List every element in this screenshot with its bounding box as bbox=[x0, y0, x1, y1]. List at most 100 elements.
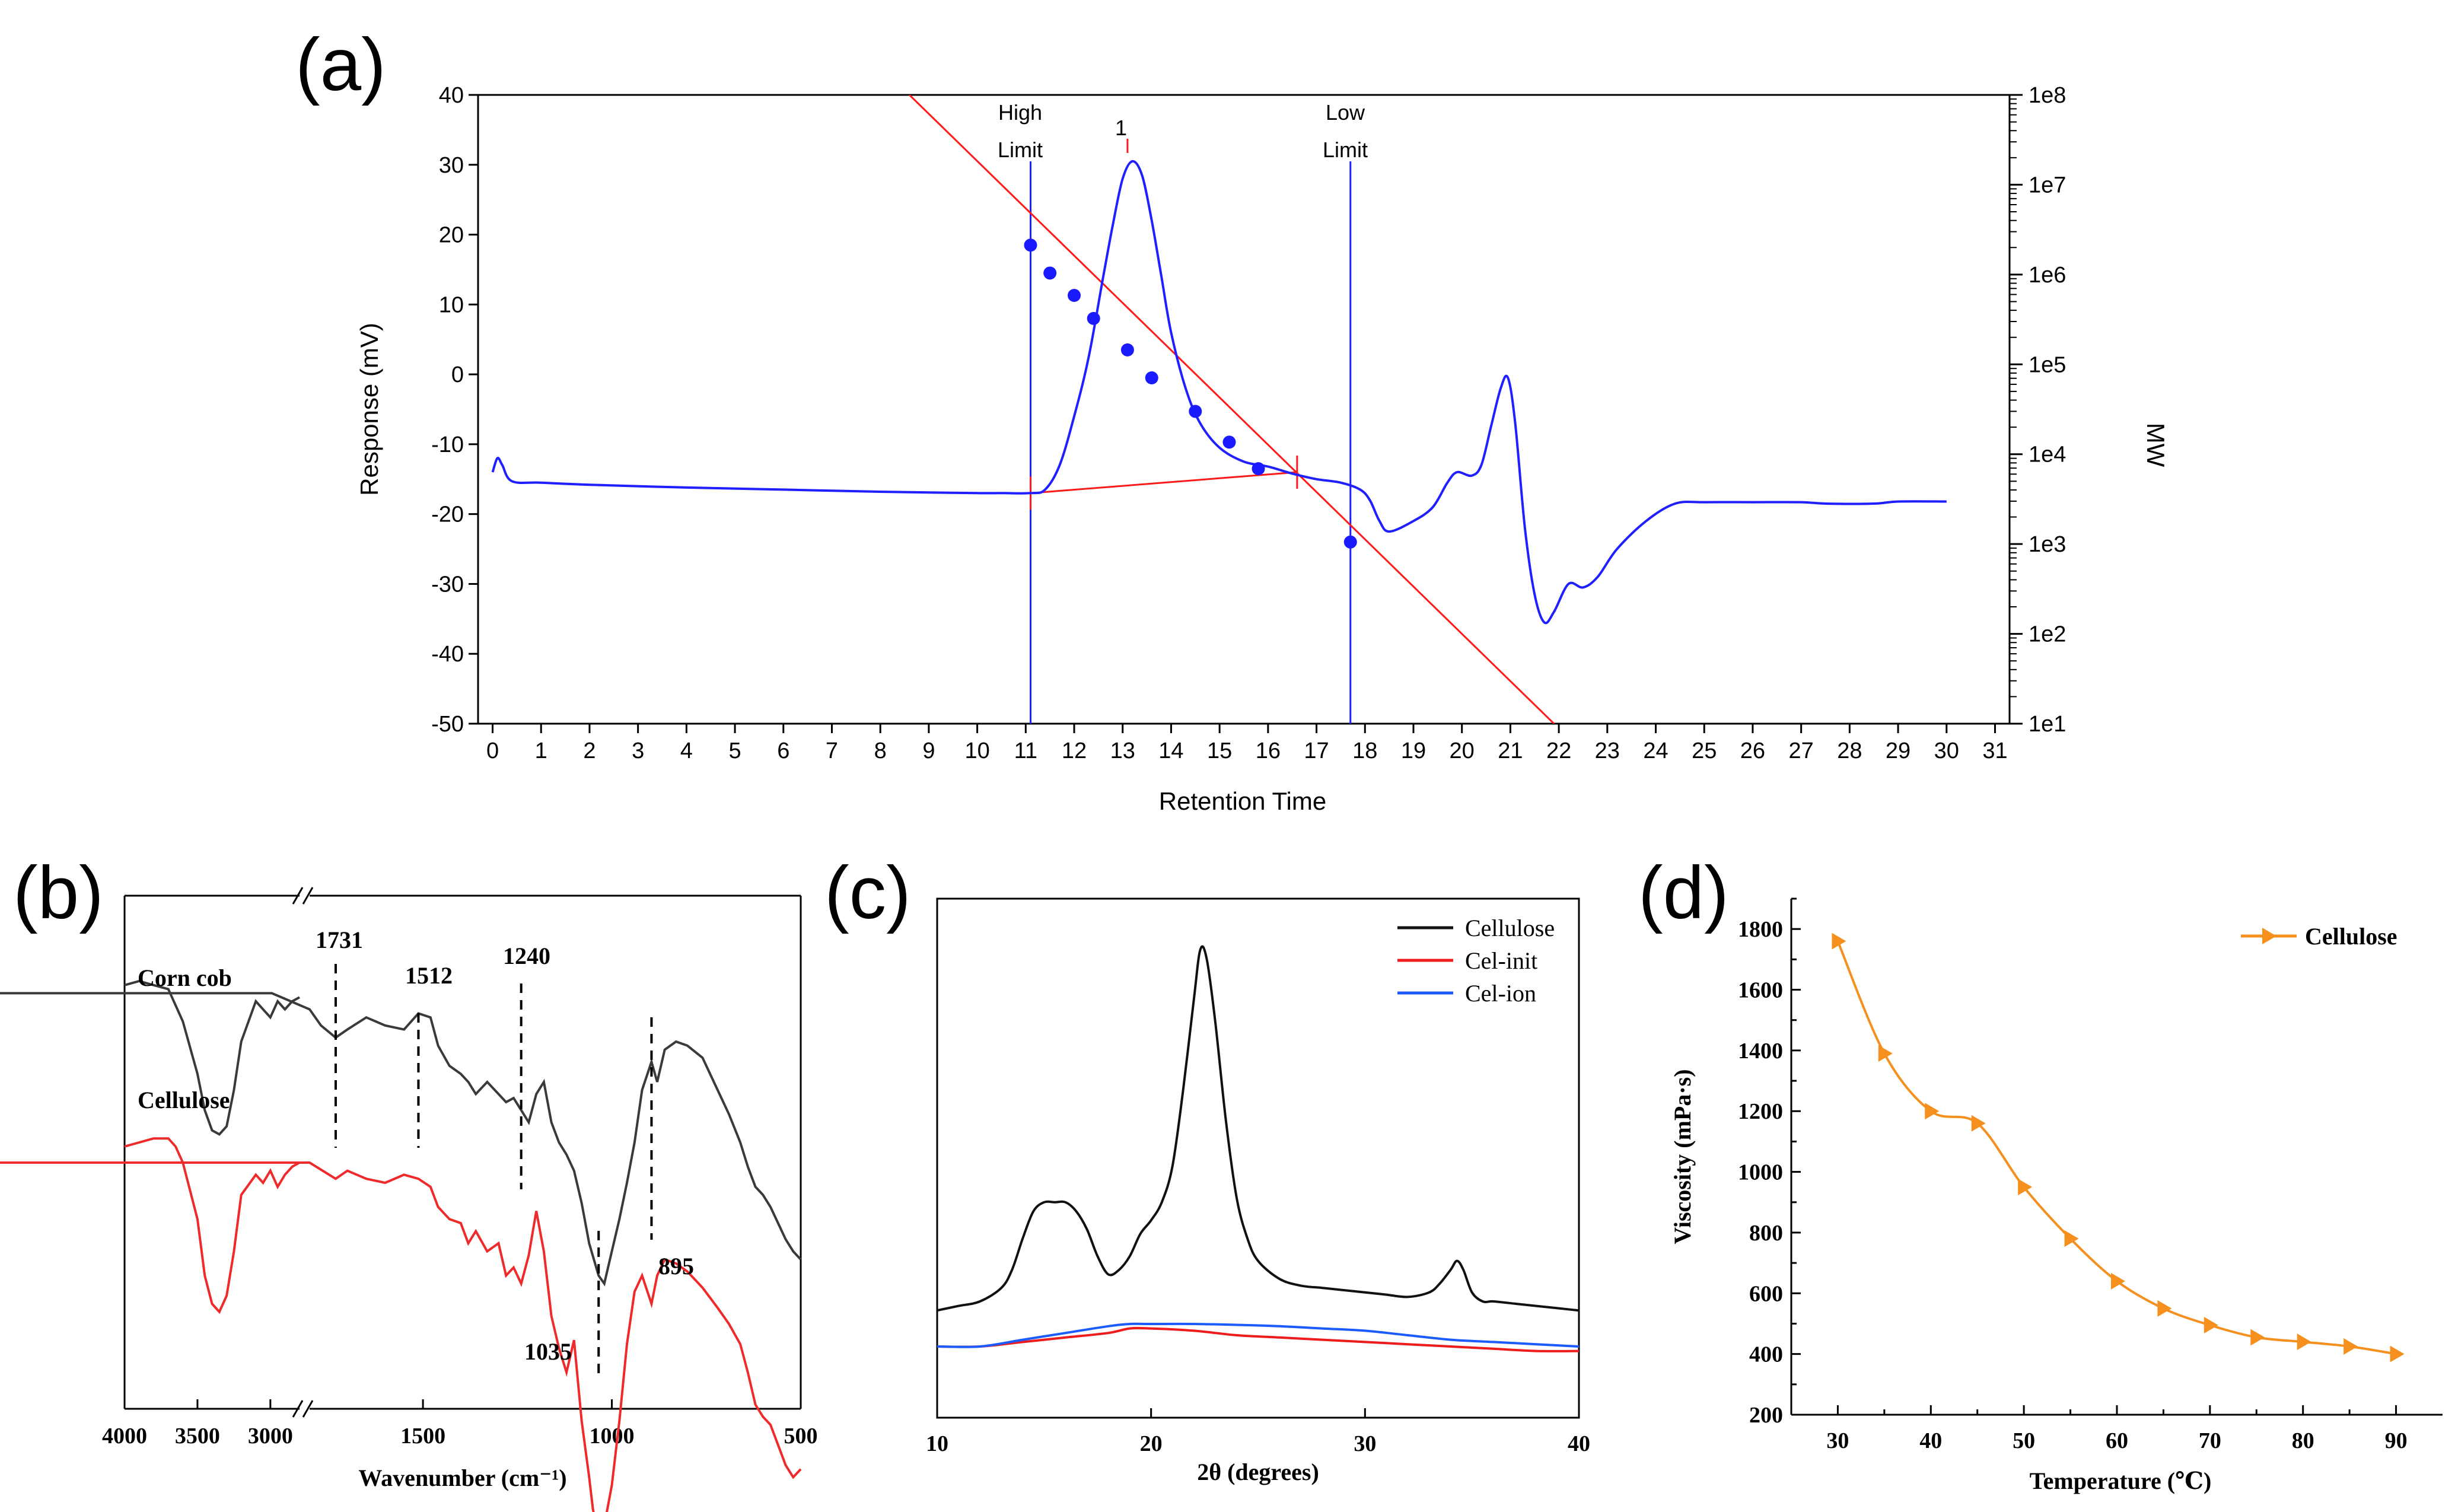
x-tick-label: 30 bbox=[1934, 739, 1959, 763]
x-tick-label: 40 bbox=[1919, 1428, 1942, 1453]
y-tick-label: 400 bbox=[1749, 1342, 1783, 1367]
x-tick-label: 8 bbox=[874, 739, 887, 763]
x-tick-label: 21 bbox=[1498, 739, 1523, 763]
panel-c-label: (c) bbox=[824, 852, 911, 934]
panel-a-limit-labels: High Limit Low Limit 1 bbox=[998, 100, 1368, 162]
x-tick-label: 0 bbox=[486, 739, 499, 763]
calibration-point bbox=[1068, 289, 1081, 303]
panel-c-x-ticks: 10 20 30 40 bbox=[926, 1408, 1590, 1456]
panel-b-plot-area bbox=[0, 979, 802, 1512]
x-tick-label: 29 bbox=[1886, 739, 1910, 763]
axis-break-mark bbox=[302, 1400, 314, 1418]
x-tick-label: 1000 bbox=[590, 1424, 635, 1449]
low-limit-label-top: Low bbox=[1326, 100, 1365, 125]
y2-tick-label: 1e7 bbox=[2029, 173, 2066, 198]
panel-d-label: (d) bbox=[1638, 852, 1729, 934]
peak-1731-label: 1731 bbox=[316, 927, 363, 953]
y-tick-label: 1200 bbox=[1738, 1099, 1783, 1124]
panel-b-x-axis-label: Wavenumber (cm⁻¹) bbox=[358, 1465, 566, 1491]
y-tick-label: 40 bbox=[439, 83, 464, 108]
x-tick-label: 50 bbox=[2013, 1428, 2035, 1453]
y-tick-label: 10 bbox=[439, 292, 464, 317]
y-tick-label: -30 bbox=[431, 572, 464, 597]
y2-tick-label: 1e6 bbox=[2029, 263, 2066, 288]
axis-break-mark bbox=[302, 887, 314, 905]
low-limit-label-bottom: Limit bbox=[1323, 138, 1368, 162]
x-tick-label: 80 bbox=[2292, 1428, 2314, 1453]
panel-a-y2-axis-label: MW bbox=[2142, 423, 2170, 467]
x-tick-label: 20 bbox=[1140, 1431, 1163, 1456]
axis-break-mark bbox=[292, 1400, 304, 1418]
viscosity-point bbox=[1832, 932, 1846, 950]
calibration-point bbox=[1145, 371, 1158, 384]
x-tick-label: 16 bbox=[1256, 739, 1281, 763]
high-limit-label-bottom: Limit bbox=[998, 138, 1043, 162]
x-tick-label: 31 bbox=[1982, 739, 2007, 763]
corn-cob-spectrum-high bbox=[124, 979, 300, 1136]
x-tick-label: 1500 bbox=[400, 1424, 445, 1449]
panel-d-y-axis-label: Viscosity (mPa·s) bbox=[1669, 1069, 1696, 1244]
legend-label-cellulose-viscosity: Cellulose bbox=[2305, 923, 2397, 950]
peak-895-label: 895 bbox=[658, 1253, 694, 1279]
y-tick-label: 600 bbox=[1749, 1281, 1783, 1306]
panel-a-y-ticks: 40 30 20 10 0 -10 -20 -30 -40 -50 bbox=[431, 83, 478, 737]
y-tick-label: -50 bbox=[431, 712, 464, 737]
peak-1512-label: 1512 bbox=[405, 962, 453, 989]
cellulose-spectrum-high bbox=[124, 1137, 300, 1314]
x-tick-label: 23 bbox=[1595, 739, 1620, 763]
panel-b-axes: 4000 3500 3000 1500 1000 500 bbox=[102, 887, 818, 1449]
x-tick-label: 4 bbox=[680, 739, 693, 763]
x-tick-label: 5 bbox=[728, 739, 741, 763]
y-tick-label: 30 bbox=[439, 153, 464, 178]
x-tick-label: 13 bbox=[1110, 739, 1135, 763]
viscosity-point bbox=[2018, 1179, 2033, 1196]
panel-a-y2-ticks: 1e8 1e7 1e6 1e5 1e4 1e3 1e2 1e1 bbox=[2010, 83, 2066, 737]
y-tick-label: 0 bbox=[451, 362, 464, 387]
panel-c-x-axis-label: 2θ (degrees) bbox=[1197, 1459, 1319, 1485]
cel-init-xrd-trace bbox=[937, 1326, 1579, 1352]
x-tick-label: 70 bbox=[2199, 1428, 2221, 1453]
panel-b-ftir: (b) 4000 3500 3000 1500 1000 500 Corn cob Cel… bbox=[0, 852, 818, 1512]
x-tick-label: 2 bbox=[583, 739, 596, 763]
viscosity-point bbox=[2111, 1272, 2125, 1290]
corn-cob-label: Corn cob bbox=[138, 965, 232, 991]
viscosity-point bbox=[2297, 1333, 2311, 1351]
cel-ion-xrd-trace bbox=[937, 1322, 1579, 1348]
viscosity-point bbox=[2064, 1230, 2079, 1247]
x-tick-label: 60 bbox=[2106, 1428, 2128, 1453]
y2-tick-label: 1e5 bbox=[2029, 352, 2066, 377]
panel-d-legend: Cellulose bbox=[2241, 923, 2397, 950]
cellulose-xrd-trace bbox=[937, 945, 1579, 1312]
y2-tick-label: 1e2 bbox=[2029, 622, 2066, 647]
y2-tick-label: 1e1 bbox=[2029, 712, 2066, 737]
x-tick-label: 1 bbox=[535, 739, 547, 763]
panel-b-peak-guides bbox=[334, 964, 653, 1376]
calibration-point bbox=[1087, 311, 1100, 325]
x-tick-label: 7 bbox=[826, 739, 838, 763]
panel-a-gpc-chromatogram: (a) 0 1 2 3 4 5 6 7 8 9 10 11 12 13 14 15 16 17 18 19 20 21 22… bbox=[295, 24, 2170, 815]
y-tick-label: 800 bbox=[1749, 1221, 1783, 1246]
panel-a-plot-frame bbox=[477, 94, 2011, 725]
x-tick-label: 4000 bbox=[102, 1424, 147, 1449]
y-tick-label: 1400 bbox=[1738, 1039, 1783, 1064]
panel-a-plot-area bbox=[491, 95, 1947, 724]
panel-d-y-ticks: 200 400 600 800 1000 1200 1400 1600 1800 bbox=[1738, 897, 1801, 1428]
y-tick-label: -10 bbox=[431, 432, 464, 457]
x-tick-label: 22 bbox=[1546, 739, 1571, 763]
calibration-point bbox=[1043, 266, 1057, 280]
calibration-line bbox=[909, 95, 1555, 724]
panel-d-x-axis-label: Temperature (℃) bbox=[2030, 1468, 2212, 1494]
x-tick-label: 10 bbox=[926, 1431, 948, 1456]
calibration-point bbox=[1120, 343, 1134, 356]
y2-tick-label: 1e3 bbox=[2029, 532, 2066, 557]
axis-break-mark bbox=[292, 887, 304, 905]
viscosity-point bbox=[2390, 1345, 2405, 1363]
viscosity-point bbox=[2157, 1300, 2172, 1317]
viscosity-point bbox=[2204, 1317, 2218, 1334]
calibration-point bbox=[1189, 405, 1202, 418]
calibration-point bbox=[1222, 435, 1236, 449]
panel-b-label: (b) bbox=[13, 852, 104, 934]
panel-c-xrd: (c) 10 20 30 40 Cellulose Cel-init Cel-ion … bbox=[824, 852, 1590, 1485]
x-tick-label: 30 bbox=[1826, 1428, 1849, 1453]
